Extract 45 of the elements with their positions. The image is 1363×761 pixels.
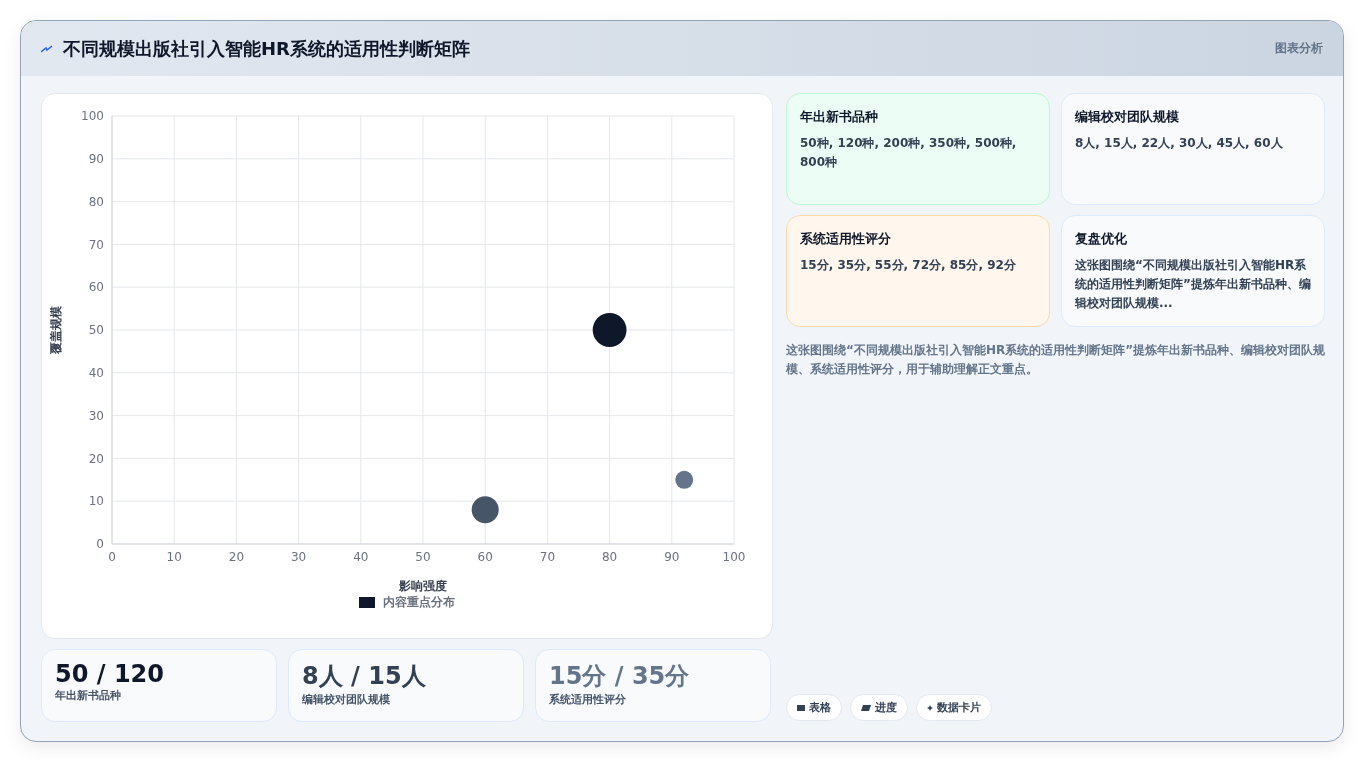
x-tick-label: 70 (539, 549, 556, 564)
text: 8人, 15人, 22人, 30人, 45人, 60人 (1075, 135, 1284, 152)
text: 这张图围绕“不同规模出版社引入智能HR系统的适用性判断矩阵”提炼年出新书品种、编辑校对团队规模、系统适用性评分，用于辅助理解正文重点。 (786, 342, 1326, 378)
y-tick-label: 80 (88, 194, 104, 209)
x-tick-label: 50 (415, 549, 431, 564)
text: 进度 (850, 694, 908, 721)
text: 编辑校对团队规模 (302, 692, 391, 707)
text: 表格 (786, 694, 842, 721)
x-tick-label: 0 (108, 549, 116, 564)
y-tick-label: 50 (88, 323, 104, 338)
x-tick-label: 60 (477, 549, 493, 564)
y-tick-label: 20 (88, 451, 104, 466)
y-tick-label: 0 (96, 537, 104, 552)
x-tick-label: 30 (290, 549, 307, 564)
text: 系统适用性评分 (549, 692, 627, 707)
y-tick-label: 10 (88, 494, 104, 509)
text: 系统适用性评分 (800, 230, 892, 248)
y-tick-label: 100 (81, 109, 104, 124)
text: 年出新书品种 (55, 688, 122, 703)
text: 8人 / 15人 (302, 661, 427, 692)
x-axis-title: 影响强度 (398, 579, 447, 593)
y-tick-label: 40 (88, 366, 104, 381)
y-tick-label: 30 (88, 408, 104, 423)
y-tick-label: 90 (88, 152, 104, 167)
text: 图表分析 (1275, 40, 1323, 57)
text: 编辑校对团队规模 (1075, 108, 1180, 126)
text: 15分 / 35分 (549, 661, 691, 692)
y-tick-label: 60 (88, 280, 104, 295)
x-tick-label: 100 (722, 549, 746, 564)
text: 50种, 120种, 200种, 350种, 500种, 800种 (800, 135, 1018, 171)
text: 数据卡片 (916, 694, 992, 721)
text: 年出新书品种 (800, 108, 879, 126)
text: 复盘优化 (1075, 230, 1128, 248)
text: 50 / 120 (55, 660, 165, 688)
x-tick-label: 90 (664, 549, 680, 564)
x-tick-label: 80 (601, 549, 618, 564)
x-tick-label: 40 (353, 549, 369, 564)
legend-label: 内容重点分布 (383, 594, 455, 611)
x-tick-label: 10 (166, 549, 182, 564)
y-axis-title: 覆盖规模 (49, 306, 64, 355)
text: 15分, 35分, 55分, 72分, 85分, 92分 (800, 257, 1017, 274)
text: 这张图围绕“不同规模出版社引入智能HR系统的适用性判断矩阵”提炼年出新书品种、编辑校对团队规模... (1075, 257, 1311, 312)
y-tick-label: 70 (88, 237, 104, 252)
x-tick-label: 20 (228, 549, 245, 564)
chart-title: 不同规模出版社引入智能HR系统的适用性判断矩阵 (63, 36, 470, 61)
